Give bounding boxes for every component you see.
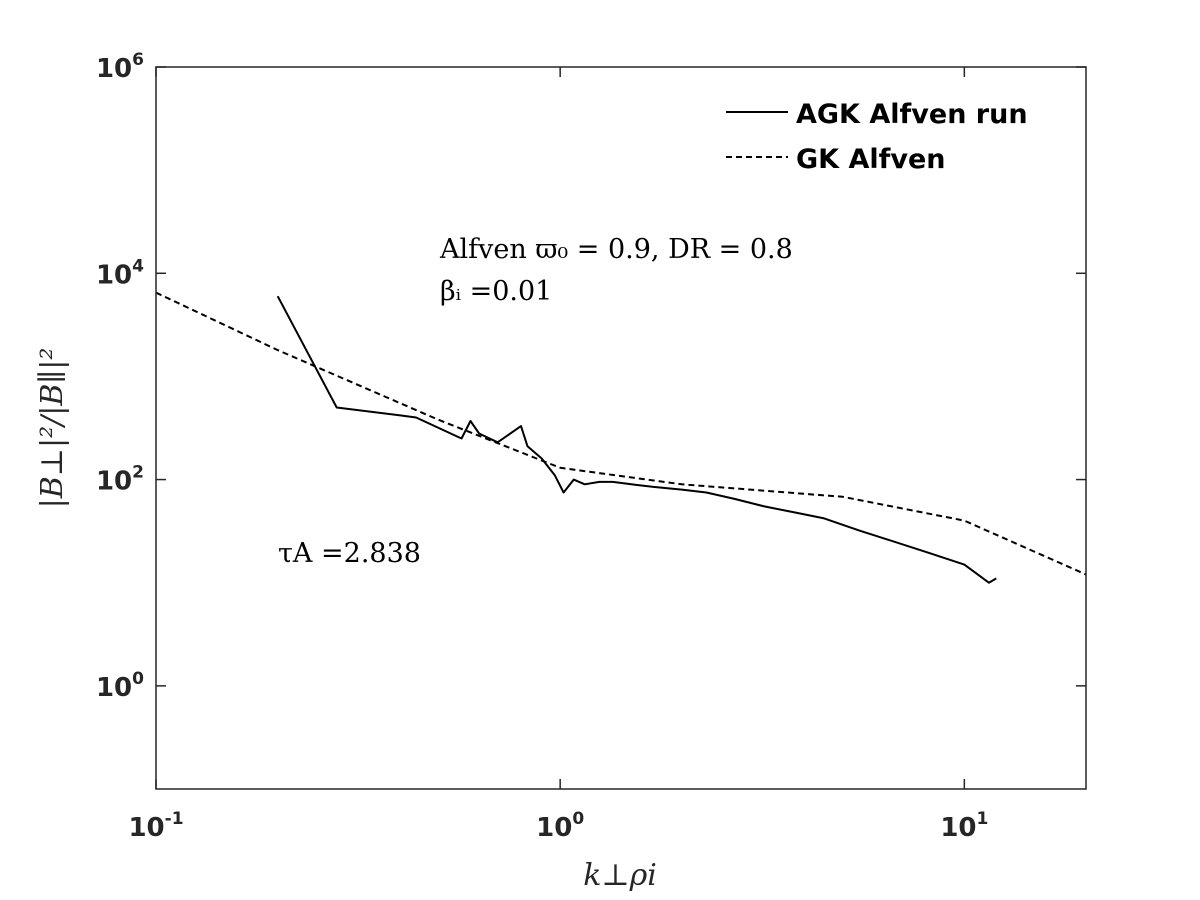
annotation-beta: βᵢ =0.01	[440, 276, 552, 307]
annotation-tau: τA =2.838	[278, 538, 421, 569]
x-tick-label-0: 10-1	[128, 809, 183, 843]
tick-labels: 10-1 100 101 100 102 104 106	[96, 50, 988, 843]
y-tick-label-0: 100	[96, 669, 144, 703]
legend: AGK Alfven run GK Alfven	[726, 99, 1028, 175]
series-line-gk-alfven	[156, 291, 1086, 576]
x-tick-label-2: 101	[940, 809, 988, 843]
y-tick-label-3: 106	[96, 50, 144, 84]
y-tick-label-1: 102	[96, 463, 144, 497]
legend-label-gk: GK Alfven	[796, 144, 946, 175]
x-tick-label-1: 100	[536, 809, 584, 843]
legend-label-agk: AGK Alfven run	[796, 99, 1028, 130]
y-tick-label-2: 104	[96, 256, 144, 290]
series-line-agk-alfven-run	[276, 295, 997, 584]
annotation-alfven: Alfven ϖ₀ = 0.9, DR = 0.8	[439, 234, 793, 265]
series-layer	[156, 291, 1086, 584]
y-axis-label: |B⊥|²/|B∥|²	[35, 348, 70, 509]
tick-marks	[155, 66, 1086, 789]
plot-frame	[155, 66, 1087, 790]
x-axis-label: k⊥ρi	[583, 858, 657, 893]
